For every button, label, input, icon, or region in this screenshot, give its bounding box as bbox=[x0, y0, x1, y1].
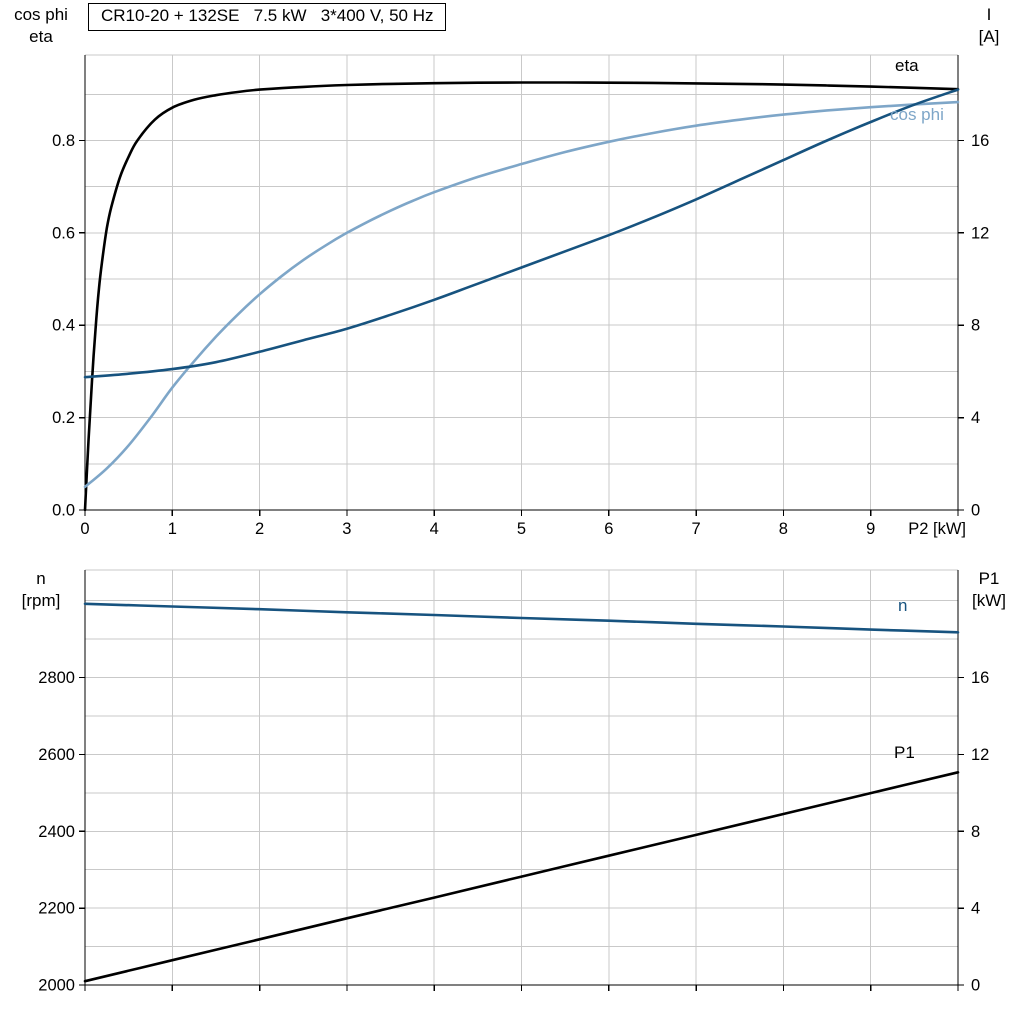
bottom-chart-left-axis-title: n [rpm] bbox=[2, 568, 80, 612]
speed-curve-label: n bbox=[898, 596, 908, 615]
left-tick-label: 2800 bbox=[38, 669, 75, 687]
left-tick-label: 0.2 bbox=[52, 409, 75, 427]
right-axis-title-line1: I bbox=[986, 5, 992, 24]
x-tick-label: 5 bbox=[517, 520, 526, 538]
x-tick-label: 0 bbox=[80, 520, 89, 538]
right-tick-label: 4 bbox=[971, 409, 980, 427]
top-chart-right-axis-title: I [A] bbox=[960, 4, 1018, 48]
curve-eta bbox=[83, 81, 960, 512]
right-tick-label: 0 bbox=[971, 977, 980, 995]
x-tick-label: 9 bbox=[866, 520, 875, 538]
p1-curve-label: P1 bbox=[894, 743, 915, 762]
left-tick-label: 0.8 bbox=[52, 132, 75, 150]
curve-I bbox=[83, 88, 960, 379]
cos-phi-curve-label: cos phi bbox=[890, 105, 944, 124]
right-tick-label: 16 bbox=[971, 132, 989, 150]
right-tick-label: 0 bbox=[971, 502, 980, 520]
x-tick-label: 7 bbox=[692, 520, 701, 538]
left-axis-title-line1: cos phi bbox=[14, 5, 68, 24]
bottom-chart-right-axis-title: P1 [kW] bbox=[960, 568, 1018, 612]
x-tick-label: 8 bbox=[779, 520, 788, 538]
left-tick-label: 2600 bbox=[38, 746, 75, 764]
right-tick-label: 8 bbox=[971, 823, 980, 841]
left-tick-label: 2000 bbox=[38, 977, 75, 995]
left-axis-title-line2: [rpm] bbox=[21, 591, 61, 610]
left-axis-title-line2: eta bbox=[29, 27, 53, 46]
right-tick-label: 12 bbox=[971, 224, 989, 242]
left-tick-label: 0.4 bbox=[52, 317, 75, 335]
right-tick-label: 4 bbox=[971, 900, 980, 918]
curve-n bbox=[83, 602, 960, 634]
right-tick-label: 12 bbox=[971, 746, 989, 764]
chart-title: CR10-20 + 132SE 7.5 kW 3*400 V, 50 Hz bbox=[88, 3, 447, 31]
x-tick-label: 4 bbox=[430, 520, 439, 538]
top-chart-left-axis-title: cos phi eta bbox=[2, 4, 80, 48]
x-axis-unit-label: P2 [kW] bbox=[908, 520, 966, 538]
x-tick-label: 2 bbox=[255, 520, 264, 538]
right-tick-label: 8 bbox=[971, 317, 980, 335]
left-axis-title-line1: n bbox=[36, 569, 46, 588]
x-tick-label: 3 bbox=[342, 520, 351, 538]
eta-curve-label: eta bbox=[895, 56, 919, 75]
curve-P1 bbox=[83, 771, 960, 983]
left-tick-label: 0.0 bbox=[52, 502, 75, 520]
right-axis-title-line2: [kW] bbox=[972, 591, 1006, 610]
left-tick-label: 0.6 bbox=[52, 224, 75, 242]
right-axis-title-line1: P1 bbox=[978, 569, 1000, 588]
curve-cos-phi bbox=[83, 100, 960, 489]
left-tick-label: 2200 bbox=[38, 900, 75, 918]
right-axis-title-line2: [A] bbox=[978, 27, 1000, 46]
right-tick-label: 16 bbox=[971, 669, 989, 687]
left-tick-label: 2400 bbox=[38, 823, 75, 841]
x-tick-label: 6 bbox=[604, 520, 613, 538]
x-tick-label: 1 bbox=[168, 520, 177, 538]
